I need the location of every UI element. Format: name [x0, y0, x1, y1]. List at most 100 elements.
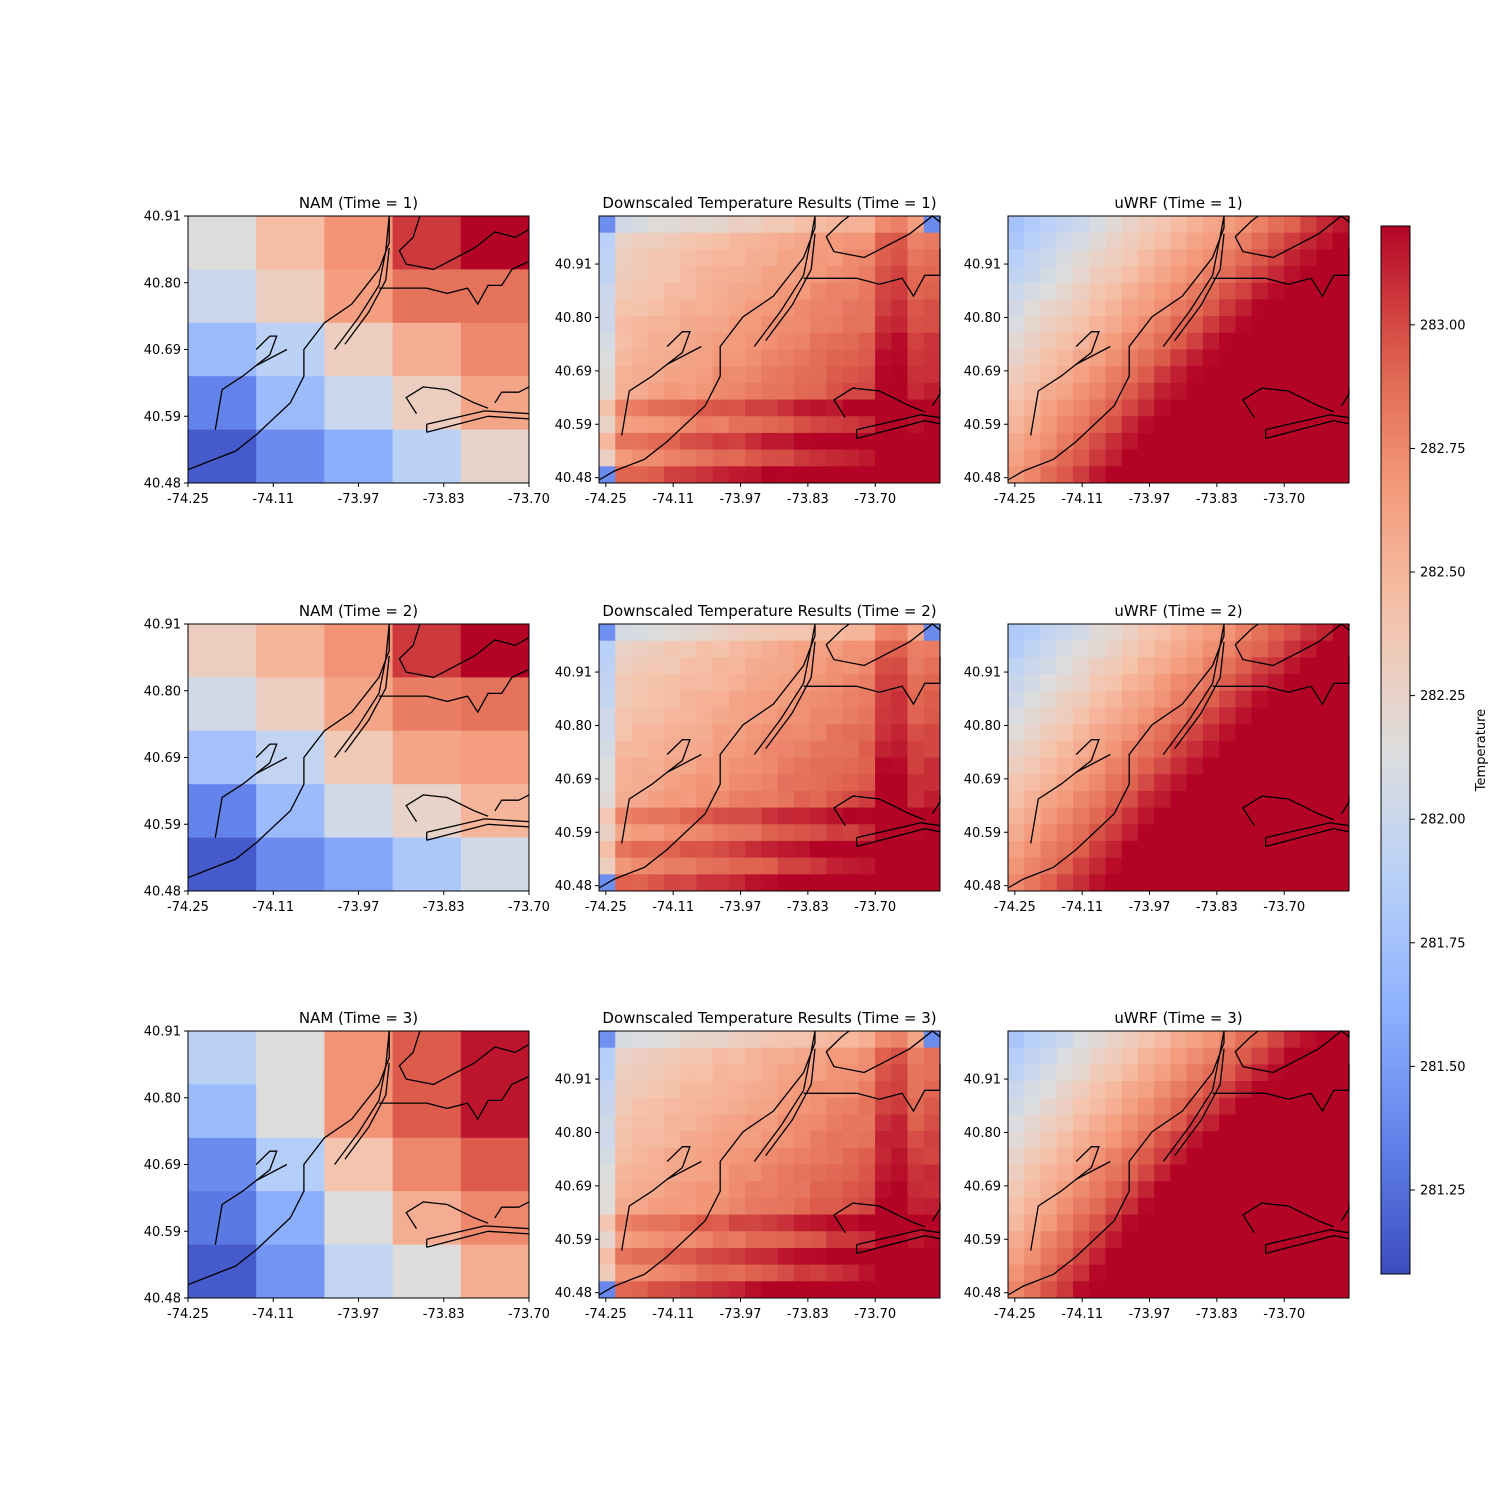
- heatmap-cell: [663, 282, 681, 300]
- heatmap-cell: [1300, 1214, 1318, 1232]
- panel-uwrf-time-3: uWRF (Time = 3)-74.25 -74.11 -73.97 -73.83-…: [964, 1009, 1350, 1322]
- x-tick-label: -73.83: [787, 900, 829, 915]
- heatmap-cell: [615, 299, 632, 317]
- heatmap-cell: [858, 1264, 876, 1282]
- heatmap-cell: [1332, 1264, 1350, 1282]
- heatmap-cell: [631, 1281, 649, 1299]
- coastline-path: [426, 1225, 530, 1240]
- heatmap-cell: [810, 1281, 827, 1299]
- heatmap-cell: [615, 1247, 632, 1266]
- heatmap-cell: [1121, 349, 1139, 367]
- heatmap-cell: [875, 1264, 892, 1282]
- heatmap-cell: [777, 316, 795, 334]
- y-tick-label: 40.59: [555, 418, 592, 433]
- heatmap-cell: [712, 1214, 730, 1232]
- heatmap-cell: [1202, 349, 1220, 367]
- heatmap-cell: [1105, 349, 1123, 367]
- heatmap-cell: [1219, 1197, 1236, 1216]
- heatmap-cell: [1121, 282, 1139, 300]
- heatmap-cell: [761, 807, 779, 825]
- heatmap-cell: [1154, 1214, 1171, 1232]
- heatmap-cell: [1332, 740, 1350, 758]
- heatmap-cell: [858, 707, 876, 725]
- coastline-path: [856, 414, 941, 431]
- heatmap-cell: [761, 466, 779, 484]
- panel-title: uWRF (Time = 1): [1114, 194, 1242, 212]
- heatmap-cell: [696, 1081, 714, 1099]
- heatmap-cell: [1332, 1064, 1350, 1082]
- heatmap-cell: [1040, 1064, 1058, 1082]
- heatmap-cell: [1186, 216, 1204, 234]
- heatmap-cell: [875, 1064, 892, 1082]
- heatmap-cell: [615, 724, 632, 742]
- heatmap-cell: [1300, 466, 1318, 484]
- heatmap-cell: [728, 299, 746, 317]
- heatmap-cell: [842, 757, 860, 775]
- heatmap-cell: [728, 332, 746, 350]
- x-tick-label: -74.25: [167, 1307, 209, 1322]
- heatmap-cell: [1186, 674, 1204, 692]
- heatmap-cell: [1008, 1131, 1025, 1149]
- heatmap-cell: [1251, 1247, 1269, 1266]
- panel-nam-time-2: NAM (Time = 2)-74.25 -74.11 -73.97 -73.83 -7…: [144, 602, 550, 915]
- heatmap-cell: [1121, 1114, 1139, 1132]
- heatmap-cell: [907, 249, 925, 267]
- heatmap-cell: [1121, 1281, 1139, 1299]
- heatmap-cell: [777, 707, 795, 725]
- coastline-path: [1234, 215, 1350, 259]
- heatmap-cell: [663, 1047, 681, 1065]
- heatmap-cell: [858, 690, 876, 708]
- heatmap-cell: [1284, 1247, 1301, 1266]
- heatmap-cell: [1300, 1081, 1318, 1099]
- heatmap-cell: [793, 1047, 811, 1065]
- heatmap-cell: [1121, 1031, 1139, 1049]
- y-tick-label: 40.59: [964, 418, 1001, 433]
- heatmap-cell: [858, 824, 876, 842]
- heatmap-cell: [712, 674, 730, 692]
- heatmap-cell: [696, 1097, 714, 1115]
- heatmap-cell: [826, 690, 844, 708]
- heatmap-cell: [647, 282, 665, 300]
- heatmap-cell: [810, 332, 827, 350]
- heatmap-cell: [1219, 1131, 1236, 1149]
- heatmap-cell: [1056, 724, 1074, 742]
- heatmap-cell: [1008, 216, 1025, 234]
- heatmap-cell: [1105, 1114, 1123, 1132]
- heatmap-cell: [728, 1114, 746, 1132]
- heatmap-cell: [842, 232, 860, 250]
- heatmap-cell: [1056, 1247, 1074, 1266]
- heatmap-cell: [1008, 332, 1025, 350]
- heatmap-cell: [1137, 1064, 1155, 1082]
- x-tick-label: -74.25: [994, 900, 1036, 915]
- heatmap-cell: [1056, 840, 1074, 859]
- heatmap-cell: [1186, 724, 1204, 742]
- heatmap-cell: [1056, 416, 1074, 434]
- heatmap-cell: [1040, 774, 1058, 792]
- heatmap-cell: [1267, 349, 1285, 367]
- coastline-path: [344, 655, 390, 753]
- heatmap-cell: [1154, 624, 1171, 642]
- heatmap-cell: [1300, 840, 1318, 859]
- heatmap-cell: [923, 1131, 941, 1149]
- heatmap-cell: [1170, 416, 1188, 434]
- heatmap-cell: [680, 874, 697, 892]
- heatmap-cell: [1056, 674, 1074, 692]
- heatmap-cell: [1137, 349, 1155, 367]
- heatmap-cell: [1251, 824, 1269, 842]
- heatmap-cell: [842, 640, 860, 658]
- heatmap-cell: [1332, 1131, 1350, 1149]
- y-tick-label: 40.48: [555, 471, 592, 486]
- heatmap-cell: [1284, 282, 1301, 300]
- heatmap-cell: [1089, 449, 1106, 467]
- heatmap-cell: [1332, 1114, 1350, 1132]
- heatmap-cell: [1056, 1031, 1074, 1049]
- heatmap-cell: [1202, 1264, 1220, 1282]
- heatmap-cell: [1008, 1181, 1025, 1199]
- heatmap-cell: [1137, 690, 1155, 708]
- heatmap-cell: [615, 757, 632, 775]
- x-tick-label: -74.11: [652, 1307, 694, 1322]
- heatmap-cell: [1186, 740, 1204, 758]
- heatmap-cell: [777, 349, 795, 367]
- heatmap-cell: [1300, 707, 1318, 725]
- heatmap-cell: [826, 316, 844, 334]
